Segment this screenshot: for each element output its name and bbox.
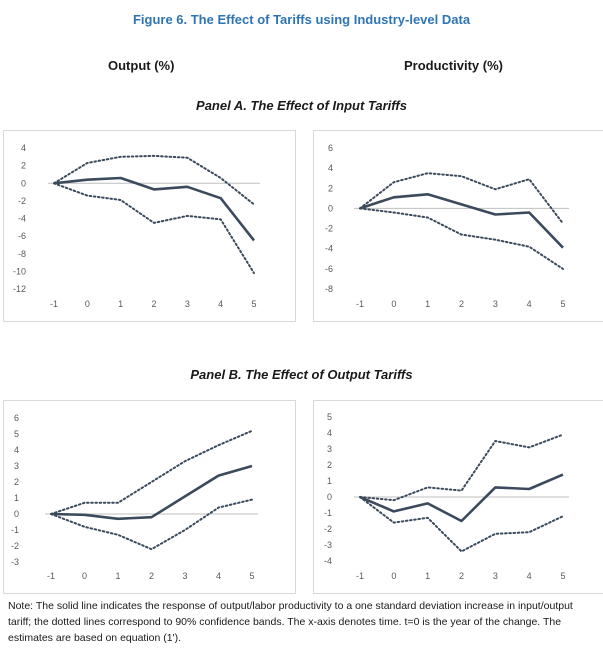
x-tick-label: 5	[560, 571, 565, 581]
x-tick-label: 0	[82, 571, 87, 581]
panel-a-title: Panel A. The Effect of Input Tariffs	[196, 98, 407, 113]
x-tick-label: 1	[425, 571, 430, 581]
series-line-lower-band	[50, 498, 253, 551]
y-tick-label: -6	[325, 264, 333, 274]
y-tick-label: -4	[325, 244, 333, 254]
y-tick-label: 2	[327, 460, 332, 470]
x-tick-label: -1	[356, 299, 364, 309]
y-tick-label: -3	[324, 540, 332, 550]
y-tick-label: 2	[14, 477, 19, 487]
y-tick-label: 3	[327, 444, 332, 454]
x-tick-label: 0	[391, 571, 396, 581]
chart-svg-b-output: 6 5 4 3 2 1 0 -1 -2 -3 -1 0 1 2 3 4 5	[11, 413, 258, 581]
x-tick-label: 0	[85, 299, 90, 309]
series-line-lower-band	[359, 207, 564, 270]
y-tick-label: 0	[328, 203, 333, 213]
y-tick-label: 0	[21, 178, 26, 188]
chart-panel-b-output: 6 5 4 3 2 1 0 -1 -2 -3 -1 0 1 2 3 4 5	[3, 400, 296, 594]
y-tick-label: 6	[14, 413, 19, 423]
y-tick-label: 4	[327, 428, 332, 438]
y-tick-label: -4	[324, 556, 332, 566]
x-tick-label: 4	[216, 571, 221, 581]
x-tick-label: 3	[185, 299, 190, 309]
x-tick-label: 3	[182, 571, 187, 581]
y-tick-label: 0	[14, 509, 19, 519]
x-tick-label: 2	[459, 299, 464, 309]
y-tick-label: 4	[328, 163, 333, 173]
x-tick-label: 4	[527, 571, 532, 581]
y-tick-label: 4	[14, 445, 19, 455]
series-line-lower-band	[53, 182, 255, 275]
y-tick-label: -2	[18, 196, 26, 206]
series-line-estimate	[50, 464, 253, 521]
x-tick-label: 1	[425, 299, 430, 309]
y-tick-label: 5	[327, 412, 332, 422]
output-column-header: Output (%)	[108, 58, 175, 73]
y-tick-label: -8	[18, 249, 26, 259]
y-tick-label: -2	[11, 541, 19, 551]
y-tick-label: -4	[18, 214, 26, 224]
x-tick-label: 3	[493, 571, 498, 581]
x-tick-label: 1	[115, 571, 120, 581]
x-tick-label: 2	[151, 299, 156, 309]
y-tick-label: 1	[327, 476, 332, 486]
chart-svg-b-productivity: 5 4 3 2 1 0 -1 -2 -3 -4 -1 0 1 2 3 4 5	[324, 412, 569, 581]
x-tick-label: 5	[251, 299, 256, 309]
x-tick-label: 1	[118, 299, 123, 309]
panel-b-title: Panel B. The Effect of Output Tariffs	[190, 367, 413, 382]
figure-note: Note: The solid line indicates the respo…	[8, 600, 573, 644]
productivity-column-header: Productivity (%)	[404, 58, 503, 73]
y-tick-label: 3	[14, 461, 19, 471]
series-line-estimate	[359, 192, 564, 249]
x-tick-label: 2	[149, 571, 154, 581]
x-tick-label: -1	[356, 571, 364, 581]
y-tick-label: -1	[11, 525, 19, 535]
x-tick-label: -1	[47, 571, 55, 581]
series-line-estimate	[53, 176, 256, 242]
x-tick-label: 4	[527, 299, 532, 309]
y-tick-label: 2	[328, 183, 333, 193]
x-tick-label: 3	[493, 299, 498, 309]
y-tick-label: 2	[21, 161, 26, 171]
y-tick-label: 1	[14, 493, 19, 503]
x-tick-label: -1	[50, 299, 58, 309]
y-tick-label: -2	[325, 224, 333, 234]
x-tick-label: 5	[249, 571, 254, 581]
x-tick-label: 2	[459, 571, 464, 581]
series-line-lower-band	[359, 496, 564, 553]
y-tick-label: 0	[327, 492, 332, 502]
y-tick-label: -1	[324, 508, 332, 518]
chart-panel-a-productivity: 6 4 2 0 -2 -4 -6 -8 -1 0 1 2 3 4 5	[313, 130, 603, 322]
y-tick-label: 5	[14, 429, 19, 439]
chart-panel-a-output: 4 2 0 -2 -4 -6 -8 -10 -12 -1 0 1 2 3 4 5	[3, 130, 296, 322]
y-tick-label: 4	[21, 143, 26, 153]
y-tick-label: -8	[325, 284, 333, 294]
series-line-estimate	[359, 473, 564, 523]
series-line-upper-band	[50, 429, 253, 515]
y-tick-label: 6	[328, 143, 333, 153]
y-tick-label: -2	[324, 524, 332, 534]
series-line-upper-band	[53, 154, 255, 206]
figure-title: Figure 6. The Effect of Tariffs using In…	[132, 12, 471, 27]
x-tick-label: 0	[391, 299, 396, 309]
series-line-upper-band	[359, 433, 564, 502]
x-tick-label: 5	[560, 299, 565, 309]
series-line-upper-band	[359, 172, 564, 225]
y-tick-label: -6	[18, 231, 26, 241]
y-tick-label: -10	[13, 266, 26, 276]
chart-svg-a-productivity: 6 4 2 0 -2 -4 -6 -8 -1 0 1 2 3 4 5	[325, 143, 569, 309]
x-tick-label: 4	[218, 299, 223, 309]
chart-svg-a-output: 420-2-4-6-8-10-12-1 0 1 2 3 4 5	[13, 143, 260, 309]
y-tick-label: -3	[11, 557, 19, 567]
chart-panel-b-productivity: 5 4 3 2 1 0 -1 -2 -3 -4 -1 0 1 2 3 4 5	[313, 400, 603, 594]
y-tick-label: -12	[13, 284, 26, 294]
